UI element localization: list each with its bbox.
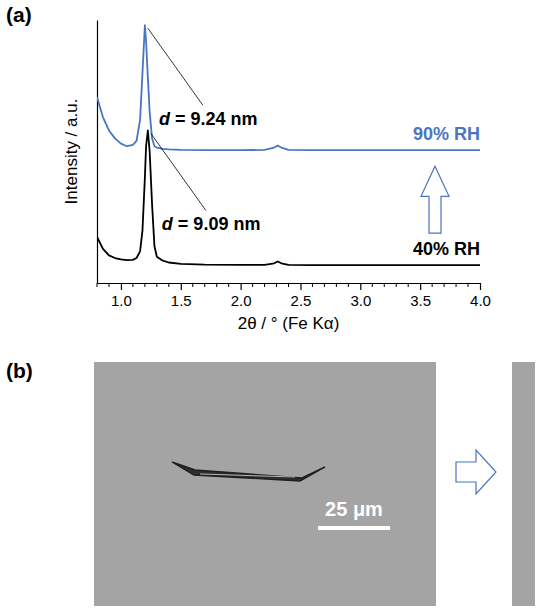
x-minor-tick	[204, 283, 205, 287]
scale-bar	[318, 526, 390, 530]
leader-line	[151, 133, 206, 210]
x-tick: 1.5	[171, 283, 192, 309]
x-tick: 3.5	[410, 283, 431, 309]
x-minor-tick	[264, 283, 265, 287]
plot-area	[97, 25, 480, 265]
x-minor-tick	[372, 283, 373, 287]
x-minor-ticks	[97, 283, 468, 287]
y-axis-line	[97, 21, 98, 284]
x-tick: 2.5	[291, 283, 312, 309]
x-minor-tick	[97, 283, 98, 287]
x-tick-label: 2.5	[291, 292, 312, 309]
annotation: d = 9.09 nm	[162, 214, 261, 234]
x-tick-mark	[121, 283, 122, 290]
x-minor-tick	[276, 283, 277, 287]
x-tick-label: 3.5	[410, 292, 431, 309]
x-tick-mark	[181, 283, 182, 290]
leader-line	[148, 28, 203, 105]
annotation: d = 9.24 nm	[159, 109, 258, 129]
x-tick-mark	[480, 283, 481, 290]
x-tick: 3.0	[350, 283, 371, 309]
x-tick-mark	[241, 283, 242, 290]
scale-bar-label: 25 μm	[325, 498, 383, 520]
x-minor-tick	[228, 283, 229, 287]
crystal-highlight	[200, 474, 295, 477]
x-minor-tick	[432, 283, 433, 287]
micrograph-next	[512, 362, 535, 606]
x-minor-tick	[396, 283, 397, 287]
x-tick-label: 2.0	[231, 292, 252, 309]
x-minor-tick	[384, 283, 385, 287]
x-minor-tick	[288, 283, 289, 287]
panel-label: (b)	[6, 359, 33, 382]
x-minor-tick	[324, 283, 325, 287]
series-line	[97, 130, 480, 265]
x-minor-tick	[456, 283, 457, 287]
series-line	[97, 25, 480, 150]
x-tick-label: 3.0	[350, 292, 371, 309]
micrograph: 25 μm	[94, 362, 436, 606]
x-tick-mark	[300, 283, 301, 290]
x-axis-title: 2θ / ° (Fe Kα)	[238, 314, 340, 333]
annotations: d = 9.24 nm 90% RH d = 9.09 nm 40% RH	[148, 28, 480, 259]
series-label: 40% RH	[413, 239, 480, 259]
x-minor-tick	[144, 283, 145, 287]
x-minor-tick	[168, 283, 169, 287]
x-minor-tick	[108, 283, 109, 287]
micrograph-background	[94, 362, 436, 606]
x-minor-tick	[156, 283, 157, 287]
crystal	[172, 462, 325, 481]
x-tick-mark	[360, 283, 361, 290]
x-minor-tick	[336, 283, 337, 287]
x-minor-tick	[312, 283, 313, 287]
x-minor-tick	[192, 283, 193, 287]
y-axis	[97, 21, 98, 284]
x-tick-label: 1.5	[171, 292, 192, 309]
x-minor-tick	[216, 283, 217, 287]
sequence-arrow	[456, 450, 496, 494]
x-minor-tick	[348, 283, 349, 287]
x-minor-tick	[468, 283, 469, 287]
x-tick: 4.0	[470, 283, 491, 309]
figure: (a) 1.0 1.5 2.0 2.5 3.0 3.5 4.0 2θ / ° (Fe Kα) In…	[0, 0, 539, 610]
x-tick-label: 1.0	[111, 292, 132, 309]
panel-label: (a)	[6, 3, 32, 26]
x-axis: 1.0 1.5 2.0 2.5 3.0 3.5 4.0	[98, 283, 491, 309]
x-minor-tick	[408, 283, 409, 287]
y-axis-title: Intensity / a.u.	[62, 99, 81, 205]
change-arrow	[421, 166, 449, 233]
x-minor-tick	[252, 283, 253, 287]
x-tick: 1.0	[111, 283, 132, 309]
series-label: 90% RH	[413, 124, 480, 144]
x-tick-mark	[420, 283, 421, 290]
x-tick: 2.0	[231, 283, 252, 309]
x-minor-tick	[444, 283, 445, 287]
x-tick-label: 4.0	[470, 292, 491, 309]
x-minor-tick	[132, 283, 133, 287]
